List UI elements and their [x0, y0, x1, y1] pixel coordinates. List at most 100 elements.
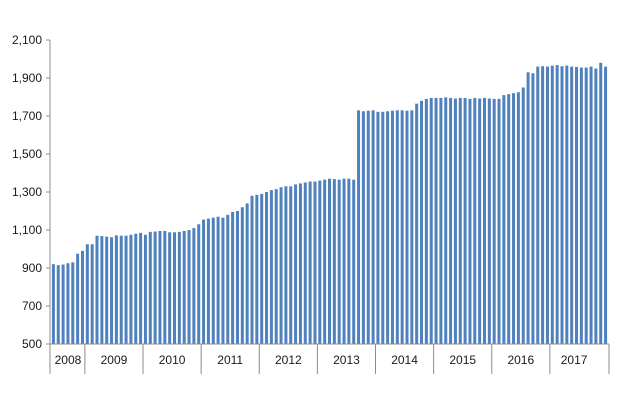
- x-category-label: 2017: [561, 353, 588, 367]
- bar: [516, 92, 520, 344]
- bar: [284, 186, 288, 344]
- bar: [211, 217, 215, 344]
- bar: [231, 211, 235, 344]
- bar: [51, 264, 55, 344]
- bar: [575, 66, 579, 344]
- bar: [260, 193, 264, 344]
- bar: [594, 68, 598, 344]
- bar: [545, 66, 549, 344]
- bar: [303, 182, 307, 344]
- bar: [366, 110, 370, 345]
- bar: [197, 224, 201, 344]
- bar: [405, 110, 409, 345]
- bar: [361, 111, 365, 344]
- y-tick-label: 1,700: [12, 109, 42, 123]
- bar: [158, 230, 162, 344]
- bar: [124, 235, 128, 344]
- y-tick-label: 1,500: [12, 147, 42, 161]
- bar: [337, 179, 341, 344]
- bar: [110, 237, 114, 344]
- bar: [357, 110, 361, 344]
- bar: [332, 179, 336, 344]
- bar: [439, 97, 443, 344]
- bar: [226, 214, 230, 344]
- bar: [468, 98, 472, 345]
- bar: [279, 187, 283, 344]
- bar: [497, 98, 501, 345]
- bar: [395, 110, 399, 344]
- bar: [134, 233, 138, 344]
- bar: [105, 236, 109, 344]
- bar: [66, 263, 70, 344]
- bar: [80, 250, 84, 344]
- bar: [570, 66, 574, 344]
- bar: [235, 211, 239, 344]
- bar: [202, 219, 206, 344]
- x-axis-categories: 2008 2009 2010 2011 2012 2013 2014 2015 2016 2017: [55, 344, 610, 374]
- bar: [95, 235, 99, 344]
- y-tick-label: 2,100: [12, 33, 42, 47]
- x-category-label: 2012: [275, 353, 302, 367]
- y-axis-ticks: 500 700 900 1,100 1,300 1,500 1,700 1,900 2,100: [12, 33, 50, 351]
- bar: [148, 231, 152, 344]
- bar: [274, 189, 278, 344]
- y-tick-label: 900: [22, 261, 42, 275]
- bar: [429, 97, 433, 344]
- bar: [143, 234, 147, 344]
- bar: [599, 62, 603, 345]
- bar: [221, 217, 225, 344]
- bar: [76, 253, 80, 344]
- bar: [589, 66, 593, 344]
- bar: [294, 184, 298, 344]
- bar: [376, 111, 380, 344]
- bar: [255, 194, 259, 344]
- x-category-label: 2009: [101, 353, 128, 367]
- bar: [313, 181, 317, 344]
- bar: [584, 67, 588, 345]
- bar: [579, 67, 583, 345]
- bar: [531, 73, 535, 344]
- bar: [526, 72, 530, 345]
- bar: [512, 93, 516, 344]
- bar: [352, 179, 356, 344]
- bar: [56, 265, 60, 344]
- bar: [114, 235, 118, 344]
- bar: [139, 232, 143, 344]
- bar: [555, 65, 559, 344]
- bar: [415, 103, 419, 345]
- bar: [153, 231, 157, 344]
- bar: [90, 244, 94, 344]
- bar: [216, 216, 220, 344]
- bar: [119, 235, 123, 344]
- y-tick-label: 500: [22, 337, 42, 351]
- y-tick-label: 700: [22, 299, 42, 313]
- bar: [289, 186, 293, 344]
- bar: [453, 98, 457, 345]
- bar: [269, 190, 273, 344]
- bar: [71, 262, 75, 344]
- bar: [444, 97, 448, 344]
- bar: [182, 230, 186, 344]
- bar: [400, 110, 404, 344]
- bar: [100, 236, 104, 344]
- bar: [478, 98, 482, 345]
- bar: [550, 65, 554, 345]
- bar: [386, 111, 390, 344]
- bar: [192, 228, 196, 344]
- bar: [342, 178, 346, 344]
- bar: [390, 110, 394, 345]
- bar: [371, 110, 375, 344]
- bar: [265, 192, 269, 344]
- bar: [187, 230, 191, 344]
- bar: [323, 179, 327, 344]
- bar: [61, 264, 65, 344]
- bar: [245, 203, 249, 344]
- bar: [318, 180, 322, 344]
- x-category-label: 2015: [449, 353, 476, 367]
- bar: [168, 232, 172, 344]
- bar: [129, 234, 133, 344]
- bar: [347, 178, 351, 344]
- bar: [173, 232, 177, 344]
- bar: [177, 231, 181, 344]
